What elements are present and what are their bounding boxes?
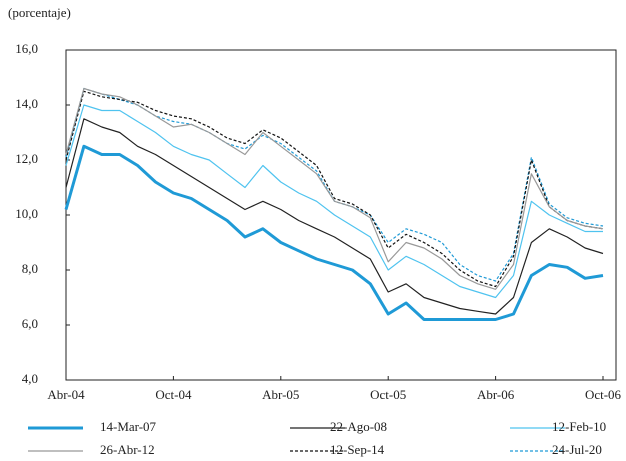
series-line: [65, 87, 604, 290]
legend-label: 14-Mar-07: [100, 419, 157, 434]
x-tick-label: Oct-04: [155, 387, 192, 402]
series-line: [65, 118, 604, 315]
y-tick-label: 14,0: [15, 96, 38, 111]
series-line: [65, 104, 603, 299]
plot-frame: [65, 49, 617, 381]
y-tick-label: 16,0: [15, 41, 38, 56]
x-tick-label: Oct-05: [370, 387, 406, 402]
y-tick-label: 6,0: [22, 316, 38, 331]
x-tick-label: Abr-05: [262, 387, 299, 402]
legend-label: 26-Abr-12: [100, 442, 155, 457]
legend-label: 24-Jul-20: [552, 442, 602, 457]
x-tick-label: Abr-06: [477, 387, 515, 402]
x-tick-label: Abr-04: [47, 387, 85, 402]
y-tick-label: 8,0: [22, 261, 38, 276]
y-tick-label: 12,0: [15, 151, 38, 166]
y-tick-label: 10,0: [15, 206, 38, 221]
legend-label: 12-Sep-14: [330, 442, 385, 457]
legend-label: 12-Feb-10: [552, 419, 606, 434]
series-line: [65, 90, 604, 288]
series-line: [64, 144, 604, 321]
y-axis-label: (porcentaje): [8, 5, 71, 20]
legend-label: 22-Ago-08: [330, 419, 387, 434]
series-line: [65, 87, 604, 282]
y-tick-label: 4,0: [22, 371, 38, 386]
x-tick-label: Oct-06: [585, 387, 622, 402]
